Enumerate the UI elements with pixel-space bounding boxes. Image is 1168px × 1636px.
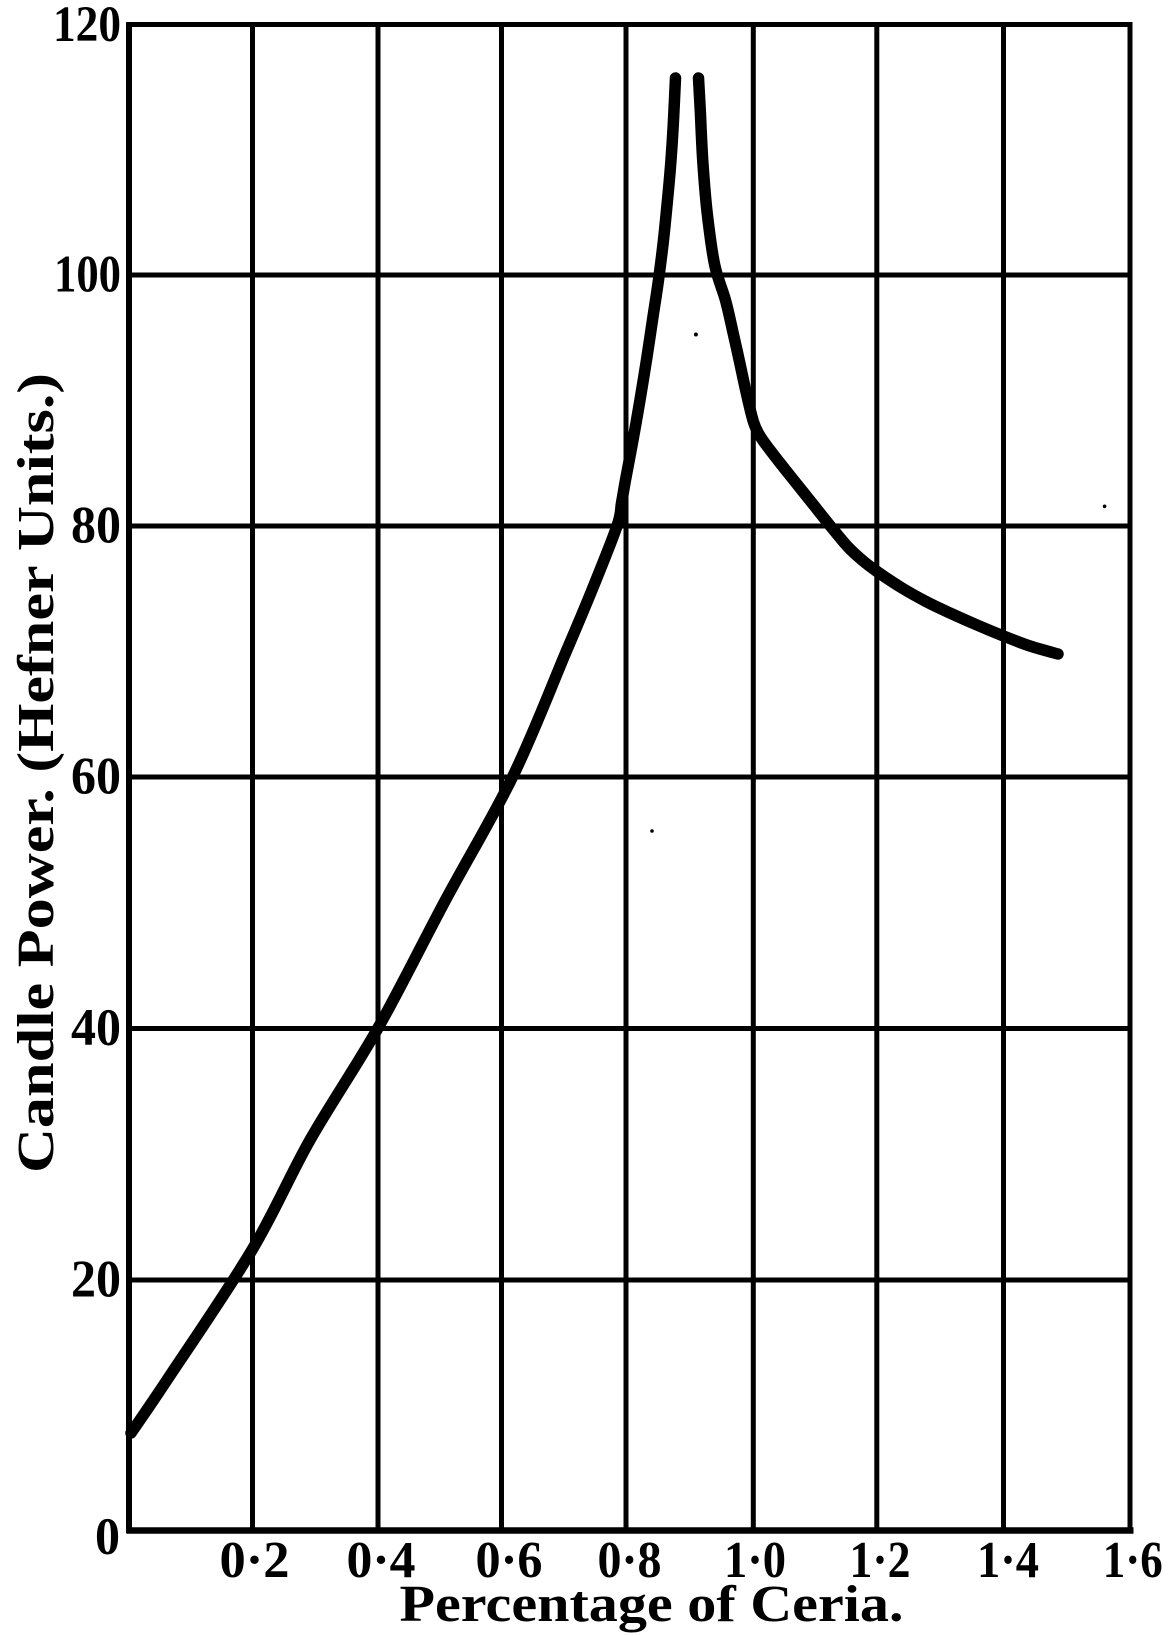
svg-text:0·4: 0·4	[347, 1532, 416, 1589]
svg-text:1·4: 1·4	[977, 1532, 1039, 1589]
svg-text:60: 60	[71, 748, 121, 806]
svg-text:0: 0	[95, 1508, 120, 1566]
svg-text:120: 120	[53, 0, 121, 53]
svg-text:1·2: 1·2	[850, 1532, 911, 1589]
svg-text:20: 20	[71, 1251, 121, 1309]
svg-text:80: 80	[71, 497, 121, 555]
svg-text:0·6: 0·6	[476, 1532, 543, 1589]
svg-text:1·6: 1·6	[1103, 1532, 1163, 1589]
svg-text:40: 40	[71, 999, 121, 1057]
svg-text:100: 100	[54, 246, 121, 304]
svg-text:0·2: 0·2	[220, 1532, 290, 1589]
svg-text:Candle Power. (Hefner Units.): Candle Power. (Hefner Units.)	[8, 373, 65, 1173]
svg-text:Percentage of Ceria.: Percentage of Ceria.	[400, 1576, 904, 1633]
svg-text:1·0: 1·0	[724, 1532, 786, 1589]
svg-text:0·8: 0·8	[598, 1532, 662, 1589]
